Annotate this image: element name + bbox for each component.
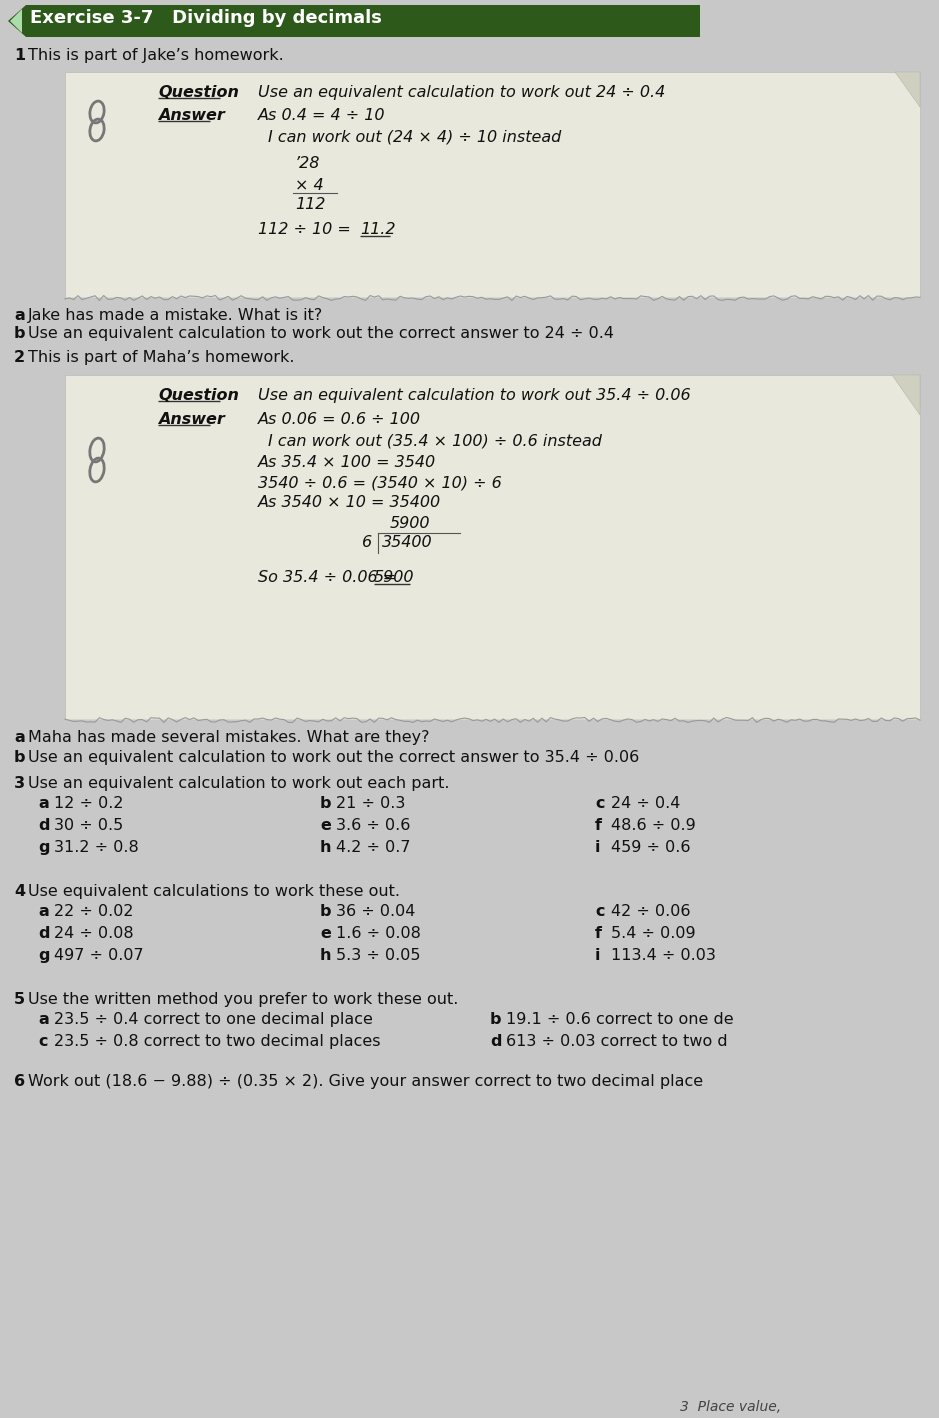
Text: 112: 112 (295, 197, 326, 213)
Text: 3.6 ÷ 0.6: 3.6 ÷ 0.6 (336, 818, 410, 832)
Text: Question: Question (158, 85, 239, 101)
Text: 6: 6 (362, 535, 372, 550)
Text: I can work out (35.4 × 100) ÷ 0.6 instead: I can work out (35.4 × 100) ÷ 0.6 instea… (268, 432, 602, 448)
Polygon shape (892, 374, 920, 415)
Text: Exercise 3-7   Dividing by decimals: Exercise 3-7 Dividing by decimals (30, 9, 382, 27)
Polygon shape (8, 6, 700, 37)
Text: i: i (595, 839, 601, 855)
Text: Maha has made several mistakes. What are they?: Maha has made several mistakes. What are… (28, 730, 429, 744)
Text: Use the written method you prefer to work these out.: Use the written method you prefer to wor… (28, 993, 458, 1007)
Text: Work out (18.6 − 9.88) ÷ (0.35 × 2). Give your answer correct to two decimal pla: Work out (18.6 − 9.88) ÷ (0.35 × 2). Giv… (28, 1073, 703, 1089)
Text: a: a (38, 1012, 49, 1027)
Text: 113.4 ÷ 0.03: 113.4 ÷ 0.03 (611, 949, 716, 963)
Text: Question: Question (158, 389, 239, 403)
Text: h: h (320, 839, 331, 855)
Text: c: c (595, 905, 605, 919)
Text: 19.1 ÷ 0.6 correct to one de: 19.1 ÷ 0.6 correct to one de (506, 1012, 733, 1027)
Text: a: a (38, 905, 49, 919)
FancyBboxPatch shape (65, 374, 920, 720)
Text: 5.3 ÷ 0.05: 5.3 ÷ 0.05 (336, 949, 421, 963)
Polygon shape (895, 72, 920, 106)
Text: g: g (38, 949, 50, 963)
Text: b: b (320, 905, 331, 919)
Text: 23.5 ÷ 0.4 correct to one decimal place: 23.5 ÷ 0.4 correct to one decimal place (54, 1012, 373, 1027)
Text: Answer: Answer (158, 413, 224, 427)
Text: b: b (14, 750, 25, 764)
Text: Use equivalent calculations to work these out.: Use equivalent calculations to work thes… (28, 883, 400, 899)
Text: 613 ÷ 0.03 correct to two d: 613 ÷ 0.03 correct to two d (506, 1034, 728, 1049)
Text: 2: 2 (14, 350, 25, 364)
Text: a: a (14, 308, 24, 323)
Text: c: c (38, 1034, 48, 1049)
Text: 5900: 5900 (374, 570, 414, 586)
Text: e: e (320, 926, 331, 942)
Text: 497 ÷ 0.07: 497 ÷ 0.07 (54, 949, 144, 963)
Text: Jake has made a mistake. What is it?: Jake has made a mistake. What is it? (28, 308, 323, 323)
Text: 112 ÷ 10 =: 112 ÷ 10 = (258, 223, 356, 237)
Text: As 3540 × 10 = 35400: As 3540 × 10 = 35400 (258, 495, 441, 510)
Text: i: i (595, 949, 601, 963)
Text: 6: 6 (14, 1073, 25, 1089)
Text: d: d (38, 926, 50, 942)
Text: Answer: Answer (158, 108, 224, 123)
Text: 21 ÷ 0.3: 21 ÷ 0.3 (336, 795, 406, 811)
Text: 24 ÷ 0.08: 24 ÷ 0.08 (54, 926, 133, 942)
Text: g: g (38, 839, 50, 855)
Text: Use an equivalent calculation to work out 24 ÷ 0.4: Use an equivalent calculation to work ou… (258, 85, 665, 101)
Text: 5900: 5900 (390, 516, 430, 530)
Text: × 4: × 4 (295, 179, 324, 193)
Text: a: a (14, 730, 24, 744)
Text: b: b (14, 326, 25, 340)
Text: 35400: 35400 (382, 535, 433, 550)
Text: 4.2 ÷ 0.7: 4.2 ÷ 0.7 (336, 839, 410, 855)
Text: 459 ÷ 0.6: 459 ÷ 0.6 (611, 839, 690, 855)
Text: 4: 4 (14, 883, 25, 899)
Text: 1: 1 (14, 48, 25, 62)
Text: 31.2 ÷ 0.8: 31.2 ÷ 0.8 (54, 839, 139, 855)
Text: 42 ÷ 0.06: 42 ÷ 0.06 (611, 905, 690, 919)
Text: ’28: ’28 (295, 156, 320, 172)
Text: 1.6 ÷ 0.08: 1.6 ÷ 0.08 (336, 926, 421, 942)
Text: c: c (595, 795, 605, 811)
Text: 3540 ÷ 0.6 = (3540 × 10) ÷ 6: 3540 ÷ 0.6 = (3540 × 10) ÷ 6 (258, 475, 501, 491)
Text: 22 ÷ 0.02: 22 ÷ 0.02 (54, 905, 133, 919)
Text: a: a (38, 795, 49, 811)
Text: Use an equivalent calculation to work out the correct answer to 35.4 ÷ 0.06: Use an equivalent calculation to work ou… (28, 750, 639, 764)
Text: This is part of Maha’s homework.: This is part of Maha’s homework. (28, 350, 295, 364)
Text: 5.4 ÷ 0.09: 5.4 ÷ 0.09 (611, 926, 696, 942)
Text: 5: 5 (14, 993, 25, 1007)
Text: 12 ÷ 0.2: 12 ÷ 0.2 (54, 795, 124, 811)
Text: 3: 3 (14, 776, 25, 791)
Text: Use an equivalent calculation to work out each part.: Use an equivalent calculation to work ou… (28, 776, 450, 791)
Text: 3  Place value,: 3 Place value, (680, 1400, 781, 1414)
Text: As 0.06 = 0.6 ÷ 100: As 0.06 = 0.6 ÷ 100 (258, 413, 421, 427)
Text: This is part of Jake’s homework.: This is part of Jake’s homework. (28, 48, 284, 62)
FancyBboxPatch shape (65, 72, 920, 298)
Text: As 0.4 = 4 ÷ 10: As 0.4 = 4 ÷ 10 (258, 108, 386, 123)
Text: h: h (320, 949, 331, 963)
Polygon shape (10, 9, 22, 33)
Text: f: f (595, 926, 602, 942)
Text: e: e (320, 818, 331, 832)
Text: d: d (490, 1034, 501, 1049)
Text: b: b (490, 1012, 501, 1027)
Text: 11.2: 11.2 (360, 223, 395, 237)
Text: 36 ÷ 0.04: 36 ÷ 0.04 (336, 905, 415, 919)
Text: 30 ÷ 0.5: 30 ÷ 0.5 (54, 818, 123, 832)
Text: So 35.4 ÷ 0.06 =: So 35.4 ÷ 0.06 = (258, 570, 401, 586)
Text: d: d (38, 818, 50, 832)
Text: 24 ÷ 0.4: 24 ÷ 0.4 (611, 795, 681, 811)
Text: 23.5 ÷ 0.8 correct to two decimal places: 23.5 ÷ 0.8 correct to two decimal places (54, 1034, 380, 1049)
Text: Use an equivalent calculation to work out the correct answer to 24 ÷ 0.4: Use an equivalent calculation to work ou… (28, 326, 614, 340)
Text: As 35.4 × 100 = 3540: As 35.4 × 100 = 3540 (258, 455, 436, 469)
Text: 48.6 ÷ 0.9: 48.6 ÷ 0.9 (611, 818, 696, 832)
Text: b: b (320, 795, 331, 811)
Text: I can work out (24 × 4) ÷ 10 instead: I can work out (24 × 4) ÷ 10 instead (268, 130, 562, 145)
Text: f: f (595, 818, 602, 832)
Text: Use an equivalent calculation to work out 35.4 ÷ 0.06: Use an equivalent calculation to work ou… (258, 389, 690, 403)
